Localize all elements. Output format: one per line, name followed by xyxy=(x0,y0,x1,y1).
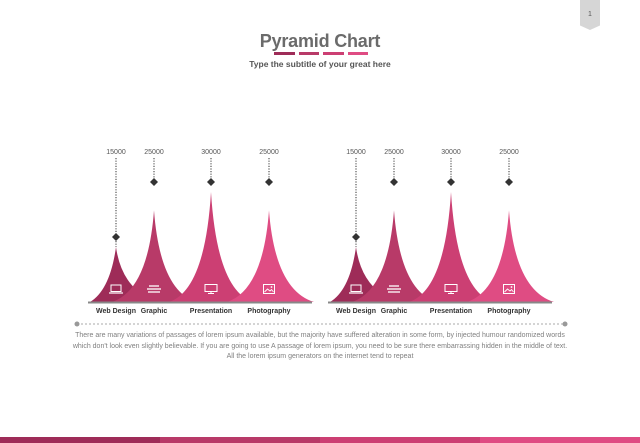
category-label: Photography xyxy=(247,308,290,315)
category-label: Graphic xyxy=(381,308,408,315)
category-label: Presentation xyxy=(190,308,232,315)
separator-dot xyxy=(562,321,568,327)
category-label: Photography xyxy=(487,308,530,315)
pyramid-peak xyxy=(409,192,493,302)
bottom-bar-segment xyxy=(0,437,160,443)
page-title: Pyramid Chart xyxy=(259,31,381,51)
value-marker xyxy=(112,233,120,241)
stack-icon xyxy=(387,285,401,293)
category-label: Web Design xyxy=(336,308,376,315)
pyramid-peak xyxy=(467,210,554,302)
value-label: 25000 xyxy=(499,149,519,156)
pyramid-peak xyxy=(330,247,398,302)
monitor-icon xyxy=(444,284,458,294)
pyramid-peak xyxy=(352,210,436,302)
separator-dot xyxy=(74,321,80,327)
value-label: 15000 xyxy=(346,149,366,156)
bottom-bar-segment xyxy=(320,437,480,443)
pyramid-peak xyxy=(169,192,253,302)
value-marker xyxy=(505,178,513,186)
value-marker xyxy=(390,178,398,186)
value-marker xyxy=(352,233,360,241)
title-accent-bars xyxy=(274,52,368,55)
description-text: There are many variations of passages of… xyxy=(72,332,568,360)
value-label: 25000 xyxy=(144,149,164,156)
bottom-bar-segment xyxy=(160,437,320,443)
title-accent-bar xyxy=(274,52,295,55)
page-subtitle: Type the subtitle of your great here xyxy=(249,59,391,69)
value-label: 25000 xyxy=(384,149,404,156)
value-marker xyxy=(150,178,158,186)
title-accent-bar xyxy=(323,52,344,55)
page-number: 1 xyxy=(588,11,592,18)
pyramid-peak xyxy=(90,247,158,302)
value-label: 25000 xyxy=(259,149,279,156)
pyramid-peak xyxy=(227,210,314,302)
value-label: 15000 xyxy=(106,149,126,156)
stack-icon xyxy=(147,285,161,293)
bottom-bar-segment xyxy=(480,437,640,443)
pyramid-peak xyxy=(112,210,196,302)
title-accent-bar xyxy=(347,52,368,55)
image-icon xyxy=(263,284,275,294)
value-marker xyxy=(265,178,273,186)
laptop-icon xyxy=(349,284,363,294)
title-accent-bar xyxy=(298,52,319,55)
monitor-icon xyxy=(204,284,218,294)
bottom-color-bar xyxy=(0,437,640,443)
laptop-icon xyxy=(109,284,123,294)
category-label: Graphic xyxy=(141,308,168,315)
category-label: Presentation xyxy=(430,308,472,315)
category-label: Web Design xyxy=(96,308,136,315)
value-marker xyxy=(447,178,455,186)
page-number-badge: 1 xyxy=(580,0,600,30)
image-icon xyxy=(503,284,515,294)
value-marker xyxy=(207,178,215,186)
value-label: 30000 xyxy=(201,149,221,156)
value-label: 30000 xyxy=(441,149,461,156)
